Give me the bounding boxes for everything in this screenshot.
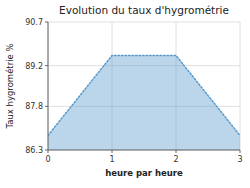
y-axis-line [48, 22, 49, 150]
area-fill [48, 55, 240, 150]
y-tick [45, 65, 48, 66]
grid-line-y [48, 150, 240, 151]
y-tick [45, 106, 48, 107]
x-tick-label: 2 [173, 155, 178, 164]
x-tick-label: 0 [45, 155, 50, 164]
x-tick-label: 3 [237, 155, 242, 164]
chart-svg: 0 1 2 3 86.3 87.8 89.2 90.7 Evolution du taux d'… [0, 0, 250, 188]
area-line [48, 55, 240, 135]
x-axis-line [48, 150, 240, 151]
y-tick-label: 89.2 [25, 62, 43, 71]
y-tick-label: 86.3 [25, 146, 43, 155]
x-tick [240, 150, 241, 153]
y-tick-label: 90.7 [25, 18, 43, 27]
y-axis-label: Taux hygrométrie % [5, 43, 15, 129]
grid-line-y [48, 22, 240, 23]
plot-data [48, 55, 240, 150]
x-tick [112, 150, 113, 153]
x-tick [176, 150, 177, 153]
grid [48, 22, 240, 150]
y-tick [45, 22, 48, 23]
x-axis-label: heure par heure [105, 168, 183, 178]
grid-line-x [240, 22, 241, 150]
y-tick-label: 87.8 [25, 102, 43, 111]
y-tick [45, 150, 48, 151]
chart-title: Evolution du taux d'hygrométrie [59, 4, 229, 16]
grid-line-x [48, 22, 49, 150]
chart-container: 0 1 2 3 86.3 87.8 89.2 90.7 Evolution du taux d'… [0, 0, 250, 188]
x-tick-label: 1 [109, 155, 114, 164]
